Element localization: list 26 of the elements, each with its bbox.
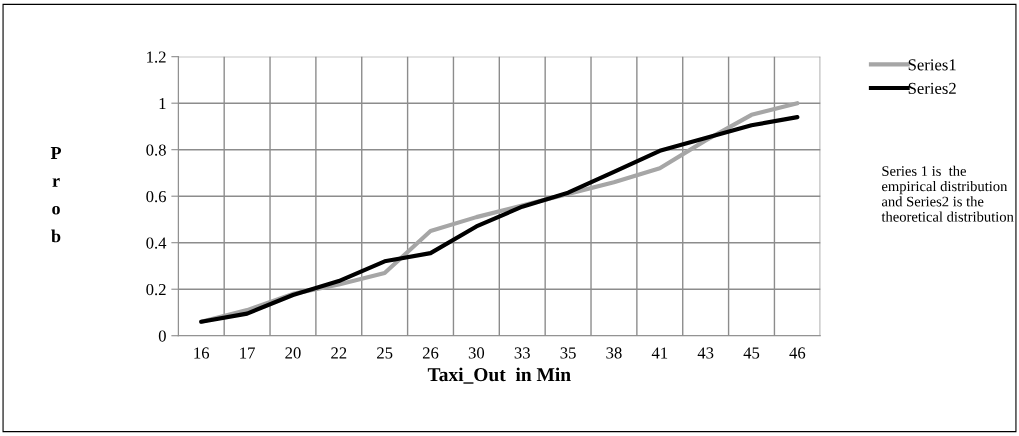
legend-label: Series2 bbox=[908, 82, 956, 94]
y-tick-label: 1 bbox=[159, 97, 166, 109]
y-tick-label: 1.2 bbox=[147, 51, 166, 63]
y-tick-label: 0.2 bbox=[146, 283, 166, 296]
x-tick-label: 46 bbox=[789, 347, 806, 359]
x-tick-label: 16 bbox=[194, 347, 210, 359]
y-tick-label: 0.6 bbox=[146, 190, 167, 203]
x-axis-title: Taxi_Out in Min bbox=[427, 367, 571, 384]
x-tick-label: 22 bbox=[331, 347, 347, 359]
x-tick-label: 33 bbox=[514, 347, 530, 359]
y-tick-label: 0.4 bbox=[146, 237, 167, 249]
y-tick-label: 0.8 bbox=[146, 144, 166, 156]
y-tick-label: 0 bbox=[158, 330, 166, 342]
x-tick-label: 20 bbox=[285, 347, 301, 359]
x-tick-label: 35 bbox=[560, 347, 576, 359]
x-tick-label: 43 bbox=[697, 347, 714, 359]
y-axis-title: Prob bbox=[50, 147, 62, 243]
text: Series 1 is the empirical distribution and Series2 is the theoretical distribution bbox=[881, 165, 1014, 222]
x-tick-label: 41 bbox=[651, 347, 668, 359]
x-tick-label: 30 bbox=[468, 347, 485, 359]
legend-label: Series1 bbox=[908, 59, 956, 71]
x-tick-label: 17 bbox=[240, 347, 255, 359]
x-tick-label: 26 bbox=[422, 347, 439, 359]
x-tick-label: 25 bbox=[377, 347, 393, 359]
x-tick-label: 45 bbox=[743, 347, 760, 359]
x-tick-label: 38 bbox=[606, 347, 622, 359]
